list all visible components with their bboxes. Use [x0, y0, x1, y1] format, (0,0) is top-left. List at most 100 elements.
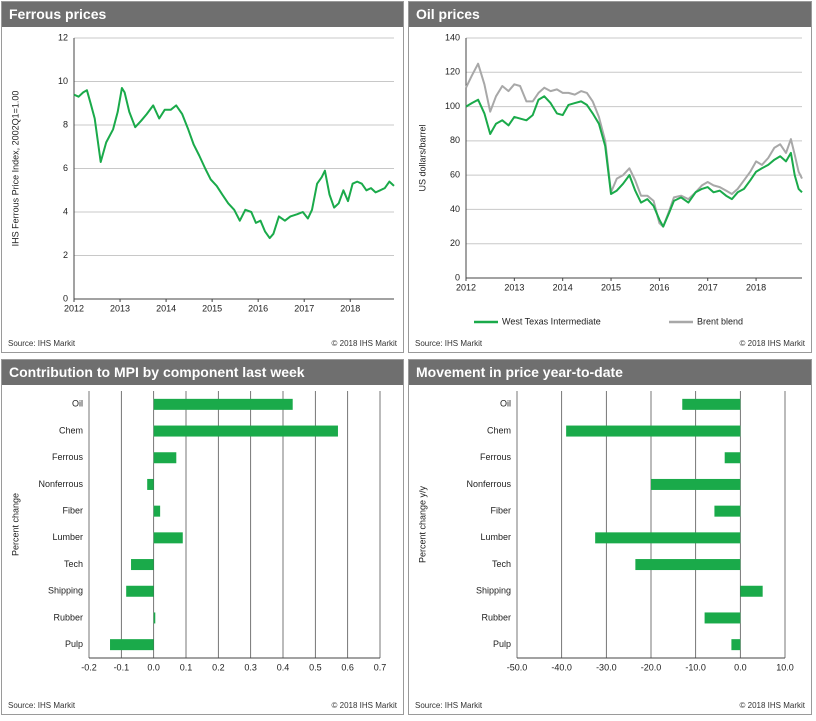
- category-label: Ferrous: [480, 452, 512, 462]
- y-tick-label: 100: [445, 101, 460, 111]
- copyright-note: © 2018 IHS Markit: [739, 701, 805, 710]
- y-axis-label: US dollars/barrel: [417, 124, 427, 191]
- y-axis-label: Percent change: [10, 493, 20, 556]
- source-note: Source: IHS Markit: [8, 701, 76, 710]
- x-tick-label: 0.0: [147, 662, 160, 672]
- contribution-panel: Contribution to MPI by component last we…: [1, 359, 404, 715]
- x-tick-label: 0.0: [734, 662, 747, 672]
- category-label: Pulp: [65, 639, 83, 649]
- category-label: Nonferrous: [38, 479, 83, 489]
- bar-chem: [153, 425, 338, 437]
- x-tick-label: 2018: [340, 303, 360, 313]
- bar-shipping: [126, 585, 154, 597]
- y-tick-label: 2: [63, 250, 68, 260]
- category-label: Oil: [500, 399, 511, 409]
- x-tick-label: -10.0: [685, 662, 706, 672]
- source-note: Source: IHS Markit: [8, 339, 76, 348]
- source-note: Source: IHS Markit: [415, 701, 483, 710]
- x-tick-label: 2016: [248, 303, 268, 313]
- bar-chem: [566, 425, 741, 437]
- source-note: Source: IHS Markit: [415, 339, 483, 348]
- contribution-bar-chart: -0.2 -0.1 0.0 0.1 0.2 0.3 0.4 0.5 0.6 0.7 Oil Chem F…: [10, 391, 387, 672]
- x-tick-label: -40.0: [551, 662, 572, 672]
- bar-pulp: [110, 639, 154, 651]
- x-tick-label: -30.0: [596, 662, 617, 672]
- panel-title: Movement in price year-to-date: [416, 364, 623, 380]
- category-label: Shipping: [48, 586, 83, 596]
- legend-label: West Texas Intermediate: [502, 316, 601, 326]
- panel-title: Oil prices: [416, 6, 480, 22]
- category-label: Oil: [72, 399, 83, 409]
- bar-fiber: [153, 505, 161, 517]
- y-tick-label: 40: [450, 204, 460, 214]
- bar-oil: [153, 398, 293, 410]
- y-tick-label: 10: [58, 76, 68, 86]
- y-tick-label: 120: [445, 67, 460, 77]
- x-tick-label: 2013: [110, 303, 130, 313]
- y-tick-label: 0: [63, 293, 68, 303]
- category-label: Chem: [59, 425, 83, 435]
- y-axis-label: IHS Ferrous Price Index, 2002Q1=1.00: [10, 91, 20, 247]
- y-tick-label: 6: [63, 163, 68, 173]
- y-axis-label: Percent change y/y: [417, 485, 427, 563]
- category-label: Lumber: [480, 532, 511, 542]
- x-tick-label: 2017: [698, 282, 718, 292]
- bar-lumber: [595, 532, 741, 544]
- x-tick-label: 0.4: [277, 662, 290, 672]
- bar-ferrous: [724, 452, 741, 464]
- panel-title: Contribution to MPI by component last we…: [9, 364, 305, 380]
- category-label: Tech: [492, 559, 511, 569]
- x-tick-label: 0.7: [374, 662, 387, 672]
- y-tick-label: 20: [450, 238, 460, 248]
- x-tick-label: 2018: [746, 282, 766, 292]
- x-tick-label: 10.0: [776, 662, 794, 672]
- y-tick-label: 0: [455, 272, 460, 282]
- x-tick-label: 2015: [601, 282, 621, 292]
- oil-price-chart: 0 20 40 60 80 100 120 140 2012 2013 2014 2015 2016 20…: [417, 32, 803, 326]
- y-tick-label: 140: [445, 32, 460, 42]
- y-tick-label: 60: [450, 170, 460, 180]
- bar-oil: [682, 398, 741, 410]
- x-tick-label: 2012: [64, 303, 84, 313]
- bar-nonferrous: [147, 478, 154, 490]
- category-label: Chem: [487, 425, 511, 435]
- movement-panel: Movement in price year-to-date -50.0 -40.…: [408, 359, 812, 715]
- ferrous-prices-panel: Ferrous prices 0 2 4 6 8 10 12 2012 2013 2014 2015…: [1, 1, 404, 353]
- series-line-0: [73, 87, 395, 240]
- x-tick-label: 2017: [294, 303, 314, 313]
- category-label: Fiber: [490, 506, 511, 516]
- panel-title: Ferrous prices: [9, 6, 107, 22]
- bar-tech: [131, 559, 154, 571]
- category-label: Nonferrous: [466, 479, 511, 489]
- x-tick-label: 2012: [456, 282, 476, 292]
- copyright-note: © 2018 IHS Markit: [331, 339, 397, 348]
- x-tick-label: 2014: [156, 303, 176, 313]
- x-tick-label: 2013: [504, 282, 524, 292]
- y-tick-label: 4: [63, 206, 68, 216]
- panel-header: Contribution to MPI by component last we…: [2, 360, 403, 385]
- copyright-note: © 2018 IHS Markit: [331, 701, 397, 710]
- x-tick-label: 2015: [202, 303, 222, 313]
- category-label: Tech: [64, 559, 83, 569]
- bar-rubber: [704, 612, 741, 624]
- bar-rubber: [153, 612, 156, 624]
- ferrous-price-chart: 0 2 4 6 8 10 12 2012 2013 2014 2015 2016 2017 2018 IHS…: [10, 32, 395, 313]
- x-tick-label: 0.3: [244, 662, 257, 672]
- x-tick-label: 0.6: [341, 662, 354, 672]
- y-tick-label: 8: [63, 119, 68, 129]
- x-tick-label: 0.1: [180, 662, 193, 672]
- bar-lumber: [153, 532, 183, 544]
- panel-header: Movement in price year-to-date: [409, 360, 811, 385]
- bar-fiber: [714, 505, 741, 517]
- y-tick-label: 80: [450, 135, 460, 145]
- panel-header: Oil prices: [409, 2, 811, 27]
- x-tick-label: 0.2: [212, 662, 225, 672]
- panel-header: Ferrous prices: [2, 2, 403, 27]
- x-tick-label: -0.1: [114, 662, 130, 672]
- series-line-1: [465, 62, 803, 228]
- x-tick-label: -20.0: [641, 662, 662, 672]
- x-tick-label: -50.0: [507, 662, 528, 672]
- copyright-note: © 2018 IHS Markit: [739, 339, 805, 348]
- category-label: Shipping: [476, 586, 511, 596]
- category-label: Lumber: [52, 532, 83, 542]
